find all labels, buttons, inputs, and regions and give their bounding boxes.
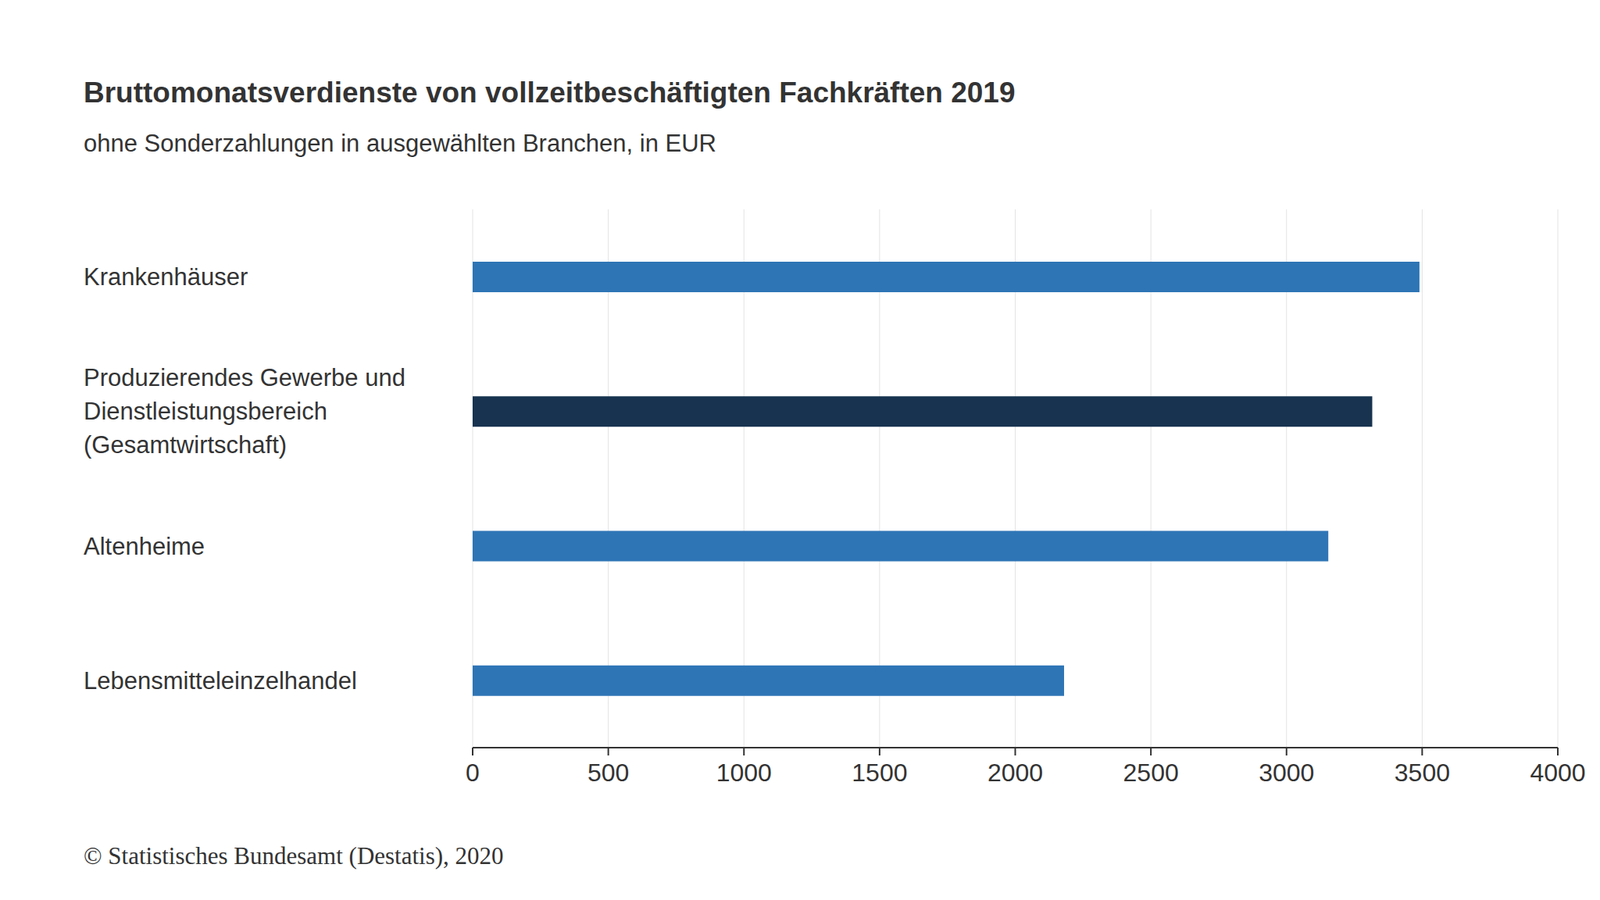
svg-text:1500: 1500 bbox=[851, 758, 908, 787]
svg-text:3000: 3000 bbox=[1258, 758, 1315, 787]
svg-text:500: 500 bbox=[587, 758, 629, 787]
svg-text:2000: 2000 bbox=[987, 758, 1043, 787]
html-text:© Statistisches Bundesamt (Des: © Statistisches Bundesamt (Destatis), 20… bbox=[83, 842, 504, 870]
svg-text:Lebensmitteleinzelhandel: Lebensmitteleinzelhandel bbox=[83, 666, 358, 694]
svg-text:1000: 1000 bbox=[716, 758, 772, 787]
html-text:ohne Sonderzahlungen in ausgew: ohne Sonderzahlungen in ausgewählten Bra… bbox=[83, 129, 717, 158]
html-text:Bruttomonatsverdienste von vol: Bruttomonatsverdienste von vollzeitbesch… bbox=[83, 76, 1016, 109]
svg-text:Produzierendes Gewerbe undDien: Produzierendes Gewerbe undDienstleistung… bbox=[83, 364, 406, 459]
svg-text:0: 0 bbox=[465, 758, 480, 787]
svg-text:Altenheime: Altenheime bbox=[83, 532, 205, 560]
svg-text:2500: 2500 bbox=[1123, 758, 1179, 787]
svg-text:3500: 3500 bbox=[1394, 758, 1450, 787]
svg-text:4000: 4000 bbox=[1529, 758, 1586, 787]
svg-text:Krankenhäuser: Krankenhäuser bbox=[83, 263, 248, 291]
